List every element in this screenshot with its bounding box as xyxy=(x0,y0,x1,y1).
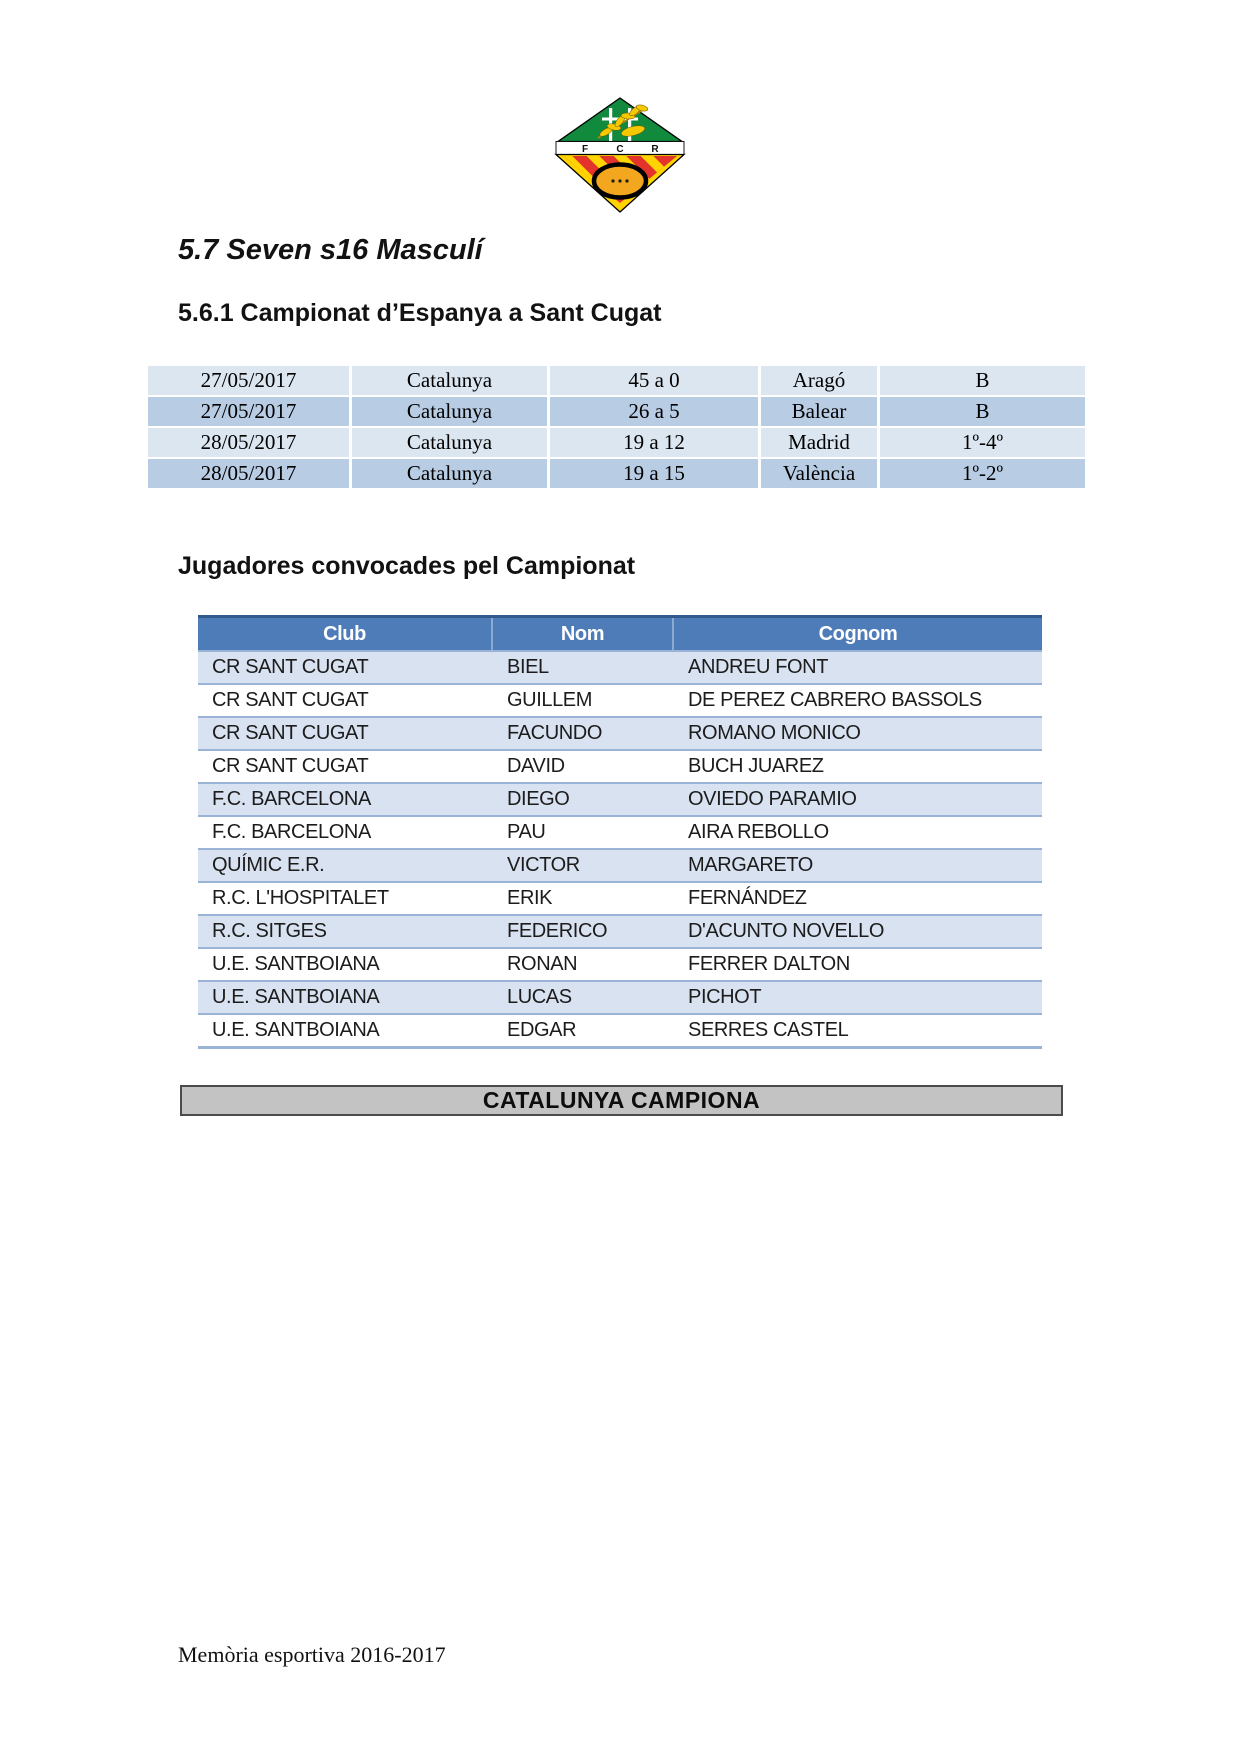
player-club: U.E. SANTBOIANA xyxy=(212,953,380,975)
player-club: CR SANT CUGAT xyxy=(212,755,369,777)
player-club: CR SANT CUGAT xyxy=(212,656,369,678)
player-cognom: OVIEDO PARAMIO xyxy=(688,788,857,810)
player-nom: ERIK xyxy=(507,887,553,909)
result-score: 26 a 5 xyxy=(550,397,758,426)
subsection-title: 5.6.1 Campionat d’Espanya a Sant Cugat xyxy=(178,299,662,327)
player-row: CR SANT CUGAT DAVID BUCH JUAREZ xyxy=(198,749,1042,782)
result-stage: B xyxy=(880,397,1085,426)
players-header-row: Club Nom Cognom xyxy=(198,618,1042,650)
result-score: 45 a 0 xyxy=(550,366,758,395)
players-table: Club Nom Cognom CR SANT CUGAT BIEL ANDRE… xyxy=(198,615,1042,1049)
column-header-nom: Nom xyxy=(493,618,674,650)
player-nom: EDGAR xyxy=(507,1019,577,1041)
player-club: R.C. SITGES xyxy=(212,920,327,942)
result-opponent: Aragó xyxy=(761,366,877,395)
column-header-cognom: Cognom xyxy=(818,623,898,645)
player-row: CR SANT CUGAT GUILLEM DE PEREZ CABRERO B… xyxy=(198,683,1042,716)
logo-letter-r: R xyxy=(651,144,659,155)
player-cognom: PICHOT xyxy=(688,986,762,1008)
player-cognom: DE PEREZ CABRERO BASSOLS xyxy=(688,689,982,711)
result-team: Catalunya xyxy=(352,397,547,426)
player-club: R.C. L'HOSPITALET xyxy=(212,887,389,909)
laurel-branch-icon xyxy=(597,104,649,139)
champion-banner: CATALUNYA CAMPIONA xyxy=(180,1085,1063,1116)
player-nom: BIEL xyxy=(507,656,549,678)
player-club: U.E. SANTBOIANA xyxy=(212,1019,380,1041)
player-row: U.E. SANTBOIANA LUCAS PICHOT xyxy=(198,980,1042,1013)
results-table: 27/05/2017 Catalunya 45 a 0 Aragó B 27/0… xyxy=(148,366,1085,488)
player-nom: FEDERICO xyxy=(507,920,608,942)
player-row: R.C. L'HOSPITALET ERIK FERNÁNDEZ xyxy=(198,881,1042,914)
player-cognom: D'ACUNTO NOVELLO xyxy=(688,920,884,942)
player-cognom: AIRA REBOLLO xyxy=(688,821,829,843)
player-cognom: ANDREU FONT xyxy=(688,656,829,678)
result-score: 19 a 12 xyxy=(550,428,758,457)
player-club: CR SANT CUGAT xyxy=(212,689,369,711)
result-team: Catalunya xyxy=(352,428,547,457)
result-team: Catalunya xyxy=(352,459,547,488)
result-stage: 1º-2º xyxy=(880,459,1085,488)
player-cognom: SERRES CASTEL xyxy=(688,1019,849,1041)
logo-letter-f: F xyxy=(582,144,588,155)
result-date: 28/05/2017 xyxy=(148,428,349,457)
players-heading: Jugadores convocades pel Campionat xyxy=(178,552,636,580)
player-club: F.C. BARCELONA xyxy=(212,788,371,810)
player-nom: FACUNDO xyxy=(507,722,602,744)
player-nom: DAVID xyxy=(507,755,565,777)
result-opponent: Balear xyxy=(761,397,877,426)
result-stage: B xyxy=(880,366,1085,395)
rugby-ball-icon xyxy=(591,162,649,200)
player-club: F.C. BARCELONA xyxy=(212,821,371,843)
column-header-club: Club xyxy=(198,618,493,650)
player-cognom: BUCH JUAREZ xyxy=(688,755,824,777)
player-cognom: FERNÁNDEZ xyxy=(688,887,807,909)
player-nom: RONAN xyxy=(507,953,578,975)
player-nom: GUILLEM xyxy=(507,689,593,711)
result-opponent: Madrid xyxy=(761,428,877,457)
section-title: 5.7 Seven s16 Masculí xyxy=(178,234,483,266)
player-row: QUÍMIC E.R. VICTOR MARGARETO xyxy=(198,848,1042,881)
player-row: F.C. BARCELONA DIEGO OVIEDO PARAMIO xyxy=(198,782,1042,815)
player-row: U.E. SANTBOIANA EDGAR SERRES CASTEL xyxy=(198,1013,1042,1046)
result-opponent: València xyxy=(761,459,877,488)
player-row: CR SANT CUGAT FACUNDO ROMANO MONICO xyxy=(198,716,1042,749)
player-cognom: ROMANO MONICO xyxy=(688,722,861,744)
result-date: 27/05/2017 xyxy=(148,397,349,426)
result-date: 28/05/2017 xyxy=(148,459,349,488)
player-cognom: FERRER DALTON xyxy=(688,953,850,975)
logo-letter-c: C xyxy=(616,144,623,155)
result-stage: 1º-4º xyxy=(880,428,1085,457)
player-row: U.E. SANTBOIANA RONAN FERRER DALTON xyxy=(198,947,1042,980)
result-date: 27/05/2017 xyxy=(148,366,349,395)
page-footer: Memòria esportiva 2016-2017 xyxy=(178,1642,446,1667)
player-nom: VICTOR xyxy=(507,854,580,876)
fcr-logo: F C R xyxy=(554,97,686,213)
player-cognom: MARGARETO xyxy=(688,854,813,876)
player-row: CR SANT CUGAT BIEL ANDREU FONT xyxy=(198,650,1042,683)
result-team: Catalunya xyxy=(352,366,547,395)
player-nom: DIEGO xyxy=(507,788,570,810)
player-club: QUÍMIC E.R. xyxy=(212,854,325,876)
player-nom: LUCAS xyxy=(507,986,572,1008)
result-score: 19 a 15 xyxy=(550,459,758,488)
player-nom: PAU xyxy=(507,821,546,843)
player-row: F.C. BARCELONA PAU AIRA REBOLLO xyxy=(198,815,1042,848)
player-club: U.E. SANTBOIANA xyxy=(212,986,380,1008)
player-club: CR SANT CUGAT xyxy=(212,722,369,744)
player-row: R.C. SITGES FEDERICO D'ACUNTO NOVELLO xyxy=(198,914,1042,947)
